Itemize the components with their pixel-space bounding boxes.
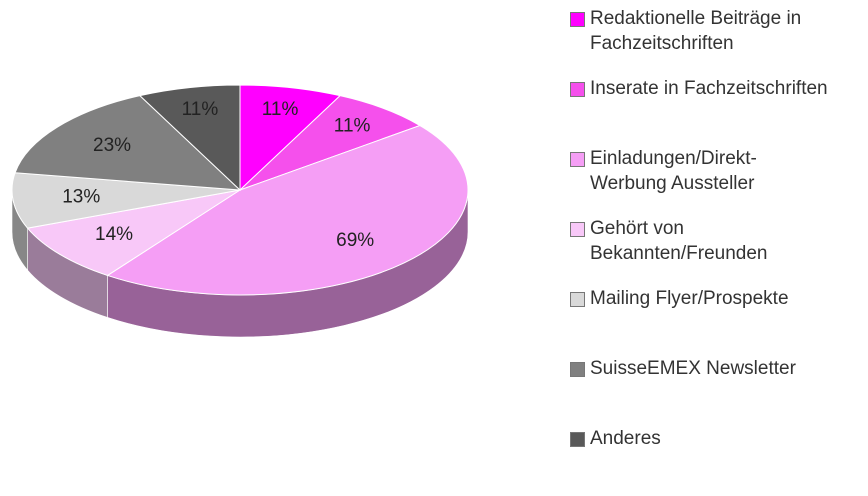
data-label: 14% xyxy=(95,224,133,245)
data-label: 11% xyxy=(334,115,371,136)
pie-slice xyxy=(14,95,242,191)
legend-item: Anderes xyxy=(570,426,832,496)
legend-swatch xyxy=(570,82,585,97)
legend-item: SuisseEMEX Newsletter xyxy=(570,356,832,426)
legend-swatch xyxy=(570,362,585,377)
legend-item: Mailing Flyer/Prospekte xyxy=(570,286,832,356)
pie-slice xyxy=(11,172,241,229)
legend-swatch xyxy=(570,432,585,447)
data-label: 23% xyxy=(93,135,131,156)
legend-swatch xyxy=(570,12,585,27)
legend-label: Mailing Flyer/Prospekte xyxy=(590,288,789,309)
data-label: 11% xyxy=(262,99,299,120)
legend-swatch xyxy=(570,222,585,237)
legend-label: Einladungen/Direkt-Werbung Aussteller xyxy=(590,148,757,194)
legend-item: Gehört von Bekannten/Freunden xyxy=(570,216,832,286)
pie-area: 11% 11% 69% 14% 13% 23% 11% xyxy=(11,84,469,338)
legend-item: Redaktionelle Beiträge in Fachzeitschrif… xyxy=(570,6,832,76)
legend-label: Inserate in Fachzeitschriften xyxy=(590,78,828,99)
pie-slice xyxy=(106,124,469,296)
legend: Redaktionelle Beiträge in Fachzeitschrif… xyxy=(570,6,832,496)
pie-slice xyxy=(239,84,342,192)
legend-item: Einladungen/Direkt-Werbung Aussteller xyxy=(570,146,832,216)
data-label: 11% xyxy=(182,99,219,120)
legend-label: Gehört von Bekannten/Freunden xyxy=(590,218,768,264)
data-label: 69% xyxy=(336,230,374,251)
data-label: 13% xyxy=(62,187,100,208)
chart: 11% 11% 69% 14% 13% 23% 11% Redaktionelle Beit… xyxy=(11,8,828,449)
legend-label: Redaktionelle Beiträge in Fachzeitschrif… xyxy=(590,8,802,54)
pie-slice xyxy=(138,84,241,192)
legend-item: Inserate in Fachzeitschriften xyxy=(570,76,832,146)
legend-label: SuisseEMEX Newsletter xyxy=(590,358,796,379)
legend-swatch xyxy=(570,292,585,307)
pie-slice xyxy=(239,95,422,191)
legend-swatch xyxy=(570,152,585,167)
legend-label: Anderes xyxy=(590,428,661,449)
pie-slice xyxy=(26,189,241,277)
